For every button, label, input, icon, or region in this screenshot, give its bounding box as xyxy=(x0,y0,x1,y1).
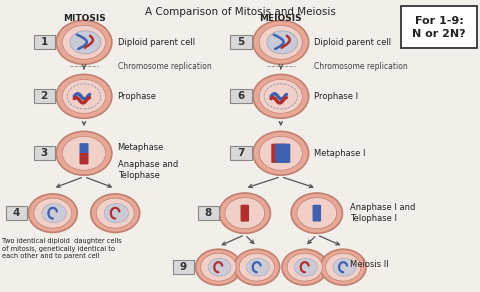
Ellipse shape xyxy=(208,258,231,276)
Ellipse shape xyxy=(91,194,140,232)
Ellipse shape xyxy=(259,79,302,113)
Text: 2: 2 xyxy=(40,91,48,101)
Ellipse shape xyxy=(56,74,112,118)
FancyBboxPatch shape xyxy=(173,260,194,274)
Text: Diploid parent cell: Diploid parent cell xyxy=(118,38,195,47)
Ellipse shape xyxy=(219,193,270,233)
Text: 5: 5 xyxy=(237,37,245,47)
Ellipse shape xyxy=(62,25,106,59)
Text: A Comparison of Mitosis and Meiosis: A Comparison of Mitosis and Meiosis xyxy=(144,7,336,17)
Ellipse shape xyxy=(28,194,77,232)
Text: 9: 9 xyxy=(180,262,187,272)
FancyBboxPatch shape xyxy=(282,144,290,163)
Text: 1: 1 xyxy=(40,37,48,47)
Ellipse shape xyxy=(225,198,264,229)
Text: MITOSIS: MITOSIS xyxy=(62,15,106,23)
FancyBboxPatch shape xyxy=(271,144,279,163)
Ellipse shape xyxy=(247,258,269,276)
Ellipse shape xyxy=(56,20,112,64)
Ellipse shape xyxy=(195,249,241,285)
FancyBboxPatch shape xyxy=(80,153,88,164)
FancyBboxPatch shape xyxy=(80,143,88,154)
Text: 6: 6 xyxy=(237,91,245,101)
Text: MEIOSIS: MEIOSIS xyxy=(260,15,302,23)
Text: For 1-9:
N or 2N?: For 1-9: N or 2N? xyxy=(412,15,466,39)
Ellipse shape xyxy=(42,204,66,223)
Ellipse shape xyxy=(56,131,112,175)
Ellipse shape xyxy=(287,253,323,281)
Ellipse shape xyxy=(201,253,236,281)
Text: Metaphase I: Metaphase I xyxy=(314,149,366,158)
Ellipse shape xyxy=(253,20,309,64)
Ellipse shape xyxy=(34,198,72,228)
FancyBboxPatch shape xyxy=(198,206,219,220)
Text: 4: 4 xyxy=(12,208,20,218)
FancyBboxPatch shape xyxy=(230,89,252,103)
FancyBboxPatch shape xyxy=(34,35,55,49)
Ellipse shape xyxy=(282,249,328,285)
FancyBboxPatch shape xyxy=(312,205,321,222)
Text: Prophase I: Prophase I xyxy=(314,92,359,101)
FancyBboxPatch shape xyxy=(6,206,27,220)
Text: Meiosis II: Meiosis II xyxy=(350,260,389,269)
Ellipse shape xyxy=(320,249,366,285)
Ellipse shape xyxy=(333,258,356,276)
Ellipse shape xyxy=(62,136,106,170)
Ellipse shape xyxy=(259,25,302,59)
Text: Chromosome replication: Chromosome replication xyxy=(314,62,408,71)
Ellipse shape xyxy=(104,204,129,223)
Text: Anaphase and
Telophase: Anaphase and Telophase xyxy=(118,160,178,180)
Ellipse shape xyxy=(96,198,134,228)
Ellipse shape xyxy=(239,253,275,281)
Ellipse shape xyxy=(325,253,361,281)
Ellipse shape xyxy=(267,31,298,54)
Ellipse shape xyxy=(234,249,280,285)
Text: 3: 3 xyxy=(40,148,48,158)
FancyBboxPatch shape xyxy=(278,144,287,163)
Text: 7: 7 xyxy=(237,148,245,158)
Text: Chromosome replication: Chromosome replication xyxy=(118,62,211,71)
FancyBboxPatch shape xyxy=(401,6,477,48)
Ellipse shape xyxy=(291,193,342,233)
Text: Two identical diploid  daughter cells
of mitosis, genetically identical to
each : Two identical diploid daughter cells of … xyxy=(2,238,122,260)
Ellipse shape xyxy=(259,136,302,170)
Text: Anaphase I and
Telophase I: Anaphase I and Telophase I xyxy=(350,203,416,223)
Ellipse shape xyxy=(253,131,309,175)
FancyBboxPatch shape xyxy=(34,146,55,160)
FancyBboxPatch shape xyxy=(34,89,55,103)
FancyBboxPatch shape xyxy=(275,144,283,163)
Text: 8: 8 xyxy=(204,208,212,218)
FancyBboxPatch shape xyxy=(230,146,252,160)
FancyBboxPatch shape xyxy=(240,205,249,222)
Ellipse shape xyxy=(295,258,317,276)
Ellipse shape xyxy=(297,198,336,229)
Text: Diploid parent cell: Diploid parent cell xyxy=(314,38,392,47)
Ellipse shape xyxy=(70,31,101,54)
Ellipse shape xyxy=(253,74,309,118)
FancyBboxPatch shape xyxy=(230,35,252,49)
Text: Prophase: Prophase xyxy=(118,92,156,101)
Text: Metaphase: Metaphase xyxy=(118,143,164,152)
Ellipse shape xyxy=(62,79,106,113)
